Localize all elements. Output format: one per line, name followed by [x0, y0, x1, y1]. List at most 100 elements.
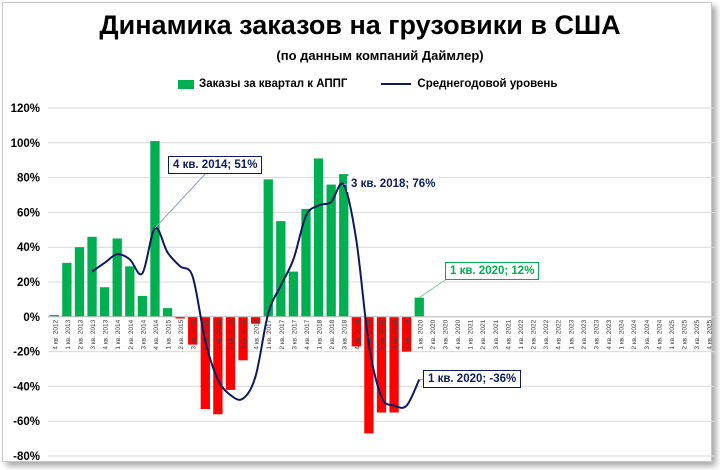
bar [339, 174, 349, 317]
legend-bar-label: Заказы за квартал к АППГ [199, 78, 348, 90]
x-tick-label: 3 кв. 2021 [493, 319, 500, 349]
x-tick-label: 1 кв. 2018 [317, 319, 324, 349]
y-tick-label: 60% [17, 207, 40, 219]
x-tick-label: 4 кв. 2019 [405, 319, 412, 349]
x-tick-label: 3 кв. 2015 [191, 319, 198, 349]
x-tick-label: 3 кв. 2014 [140, 319, 147, 349]
y-tick-label: -40% [13, 381, 40, 393]
bar [175, 316, 185, 319]
bar [402, 316, 412, 352]
bar [301, 208, 311, 317]
x-tick-label: 4 кв. 2015 [203, 319, 210, 349]
y-tick-label: -60% [13, 416, 40, 428]
x-tick-label: 4 кв. 2024 [656, 319, 663, 349]
x-tick-label: 1 кв. 2013 [65, 319, 72, 349]
x-tick-label: 4 кв. 2016 [254, 319, 261, 349]
x-tick-label: 3 кв. 2025 [694, 319, 701, 349]
annotation-q1-2020-orders: 1 кв. 2020; 12% [445, 262, 540, 280]
y-tick-label: -80% [13, 451, 40, 463]
bar [200, 316, 210, 410]
average-line [91, 182, 421, 409]
bar [112, 238, 122, 317]
y-tick-label: 0% [23, 312, 40, 324]
x-tick-label: 2 кв. 2013 [77, 319, 84, 349]
x-tick-label: 2 кв. 2016 [228, 319, 235, 349]
bar [162, 308, 173, 317]
x-tick-label: 1 кв. 2015 [166, 319, 173, 349]
x-tick-label: 4 кв. 2018 [354, 319, 361, 349]
x-tick-label: 2 кв. 2023 [581, 319, 588, 349]
x-tick-label: 2 кв. 2021 [480, 319, 487, 349]
x-tick-label: 4 кв. 2021 [505, 319, 512, 349]
bar [238, 316, 248, 361]
chart-title: Динамика заказов на грузовики в США [99, 10, 621, 40]
x-tick-label: 4 кв. 2012 [52, 319, 59, 349]
x-tick-label: 1 кв. 2022 [518, 319, 525, 349]
x-tick-label: 1 кв. 2021 [468, 319, 475, 349]
x-tick-label: 2 кв. 2019 [380, 319, 387, 349]
bar [263, 179, 273, 317]
bar [250, 316, 261, 324]
legend-bar-swatch [178, 79, 194, 89]
y-tick-label: 100% [11, 138, 40, 150]
x-tick-label: 1 кв. 2014 [115, 319, 122, 349]
x-tick-label: 1 кв. 2025 [669, 319, 676, 349]
bar [49, 315, 59, 317]
bar [313, 158, 324, 317]
bar [225, 316, 236, 390]
x-tick-label: 3 кв. 2017 [291, 319, 298, 349]
x-tick-label: 2 кв. 2024 [631, 319, 638, 349]
bar [188, 316, 198, 345]
x-tick-label: 1 кв. 2016 [216, 319, 223, 349]
bar [137, 295, 148, 317]
x-tick-label: 2 кв. 2020 [430, 319, 437, 349]
x-tick-label: 3 кв. 2023 [593, 319, 600, 349]
x-tick-label: 3 кв. 2016 [241, 319, 248, 349]
bar [364, 316, 374, 434]
chart-subtitle: (по данным компаний Даймлер) [276, 48, 484, 63]
bar [125, 266, 135, 317]
annotation-peak-2018: 3 кв. 2018; 76% [347, 176, 440, 192]
x-tick-label: 1 кв. 2017 [266, 319, 273, 349]
bar [288, 271, 299, 317]
x-tick-label: 2 кв. 2017 [279, 319, 286, 349]
y-tick-label: 40% [17, 242, 40, 254]
legend-line-swatch [381, 83, 412, 85]
bar [74, 247, 85, 317]
y-tick-label: 80% [17, 173, 40, 185]
bar [351, 316, 361, 347]
bar [326, 184, 336, 317]
bar [276, 221, 286, 317]
chart-frame [2, 2, 712, 462]
annotation-q1-2020-average: 1 кв. 2020; -36% [423, 370, 522, 388]
x-tick-label: 4 кв. 2022 [556, 319, 563, 349]
x-tick-label: 1 кв. 2020 [417, 319, 424, 349]
x-tick-label: 3 кв. 2013 [90, 319, 97, 349]
bar [213, 316, 223, 415]
bar [87, 236, 97, 317]
bar [62, 262, 72, 317]
x-tick-label: 1 кв. 2024 [619, 319, 626, 349]
y-tick-label: 20% [17, 277, 40, 289]
x-tick-label: 4 кв. 2023 [606, 319, 613, 349]
y-tick-label: 120% [11, 103, 40, 115]
legend-line-label: Среднегодовой уровень [417, 78, 558, 90]
x-tick-label: 3 кв. 2024 [644, 319, 651, 349]
annotation-leader [418, 277, 449, 299]
x-tick-label: 1 кв. 2019 [367, 319, 374, 349]
x-tick-label: 4 кв. 2020 [455, 319, 462, 349]
x-tick-label: 2 кв. 2018 [329, 319, 336, 349]
x-tick-label: 2 кв. 2015 [178, 319, 185, 349]
x-tick-label: 3 кв. 2020 [442, 319, 449, 349]
annotation-leader [154, 171, 208, 229]
x-tick-label: 4 кв. 2017 [304, 319, 311, 349]
x-tick-label: 3 кв. 2019 [392, 319, 399, 349]
x-tick-label: 4 кв. 2025 [707, 319, 714, 349]
annotation-peak-2014: 4 кв. 2014; 51% [168, 156, 263, 174]
x-tick-label: 2 кв. 2025 [682, 319, 689, 349]
chart-legend: Заказы за квартал к АППГ Среднегодовой у… [178, 76, 557, 92]
bar [376, 316, 387, 413]
x-tick-label: 3 кв. 2022 [543, 319, 550, 349]
bar [414, 297, 424, 317]
